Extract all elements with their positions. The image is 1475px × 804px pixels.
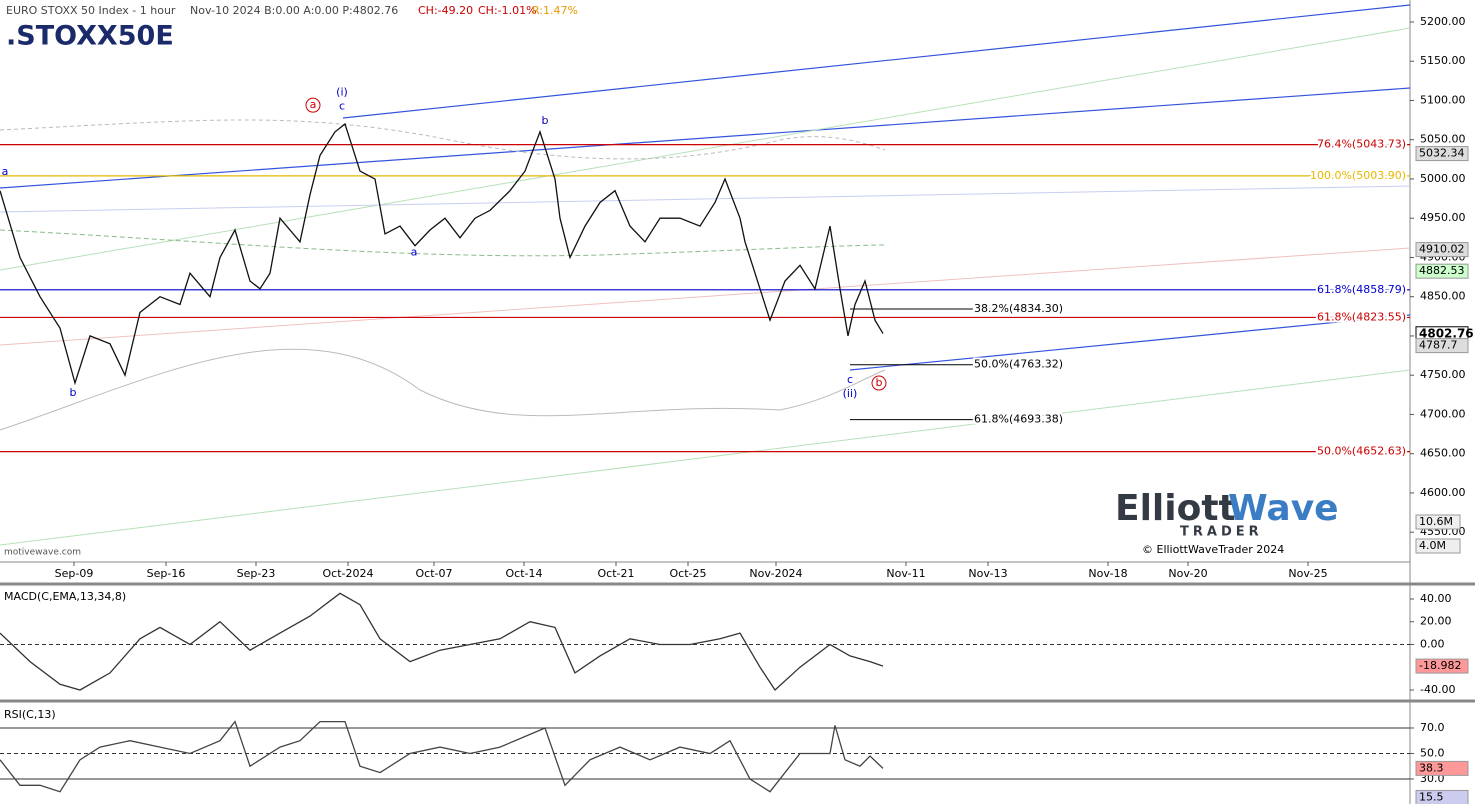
value-box [1415,760,1469,776]
fib-label: 61.8%(4823.55) [1317,310,1406,323]
y-tick-label: 50.0 [1420,746,1445,759]
x-tick-label: Oct-25 [670,567,707,580]
x-tick-label: Nov-11 [886,567,925,580]
value-box [1415,658,1469,674]
value-box-label: 4882.53 [1419,264,1465,277]
y-tick-label: 4850.00 [1420,290,1466,303]
y-tick-label: 4700.00 [1420,407,1466,420]
x-tick-label: Sep-16 [147,567,186,580]
x-tick-label: Nov-2024 [749,567,802,580]
fib-label: 100.0%(5003.90) [1310,169,1406,182]
source: motivewave.com [4,548,81,558]
wave-label: b [542,114,549,127]
wave-label: c [339,100,345,113]
value-box-label: 5032.34 [1419,147,1465,160]
copyright: © ElliottWaveTrader 2024 [1142,543,1284,556]
value-box-label: 4910.02 [1419,243,1465,256]
value-box-label: 4787.7 [1419,339,1458,352]
trend-line [0,185,1411,213]
value-box [1415,789,1469,804]
y-tick-label: 20.00 [1420,615,1452,628]
price-line [0,592,884,691]
wave-label: b [876,376,883,389]
trend-line [0,247,1411,346]
moving-average [0,348,886,431]
instrument-title: EURO STOXX 50 Index - 1 hour [6,4,176,17]
y-tick-label: 5200.00 [1420,15,1466,28]
logo-word: Elliott [1115,488,1236,529]
panel-title: RSI(C,13) [4,708,56,721]
trend-line [0,87,1411,189]
y-tick-label: -40.00 [1420,683,1455,696]
y-tick-label: 4950.00 [1420,211,1466,224]
panel-title: MACD(C,EMA,13,34,8) [4,590,126,603]
moving-average [0,119,886,160]
quote: Nov-10 2024 B:0.00 A:0.00 P:4802.76 [190,4,398,17]
wave-label: a [411,246,418,259]
y-tick-label: 5100.00 [1420,93,1466,106]
change: CH:-49.20 [418,4,473,17]
y-tick-label: 4600.00 [1420,486,1466,499]
x-tick-label: Oct-2024 [323,567,374,580]
fib-projection-label: 50.0%(4763.32) [974,358,1063,371]
x-tick-label: Oct-14 [506,567,543,580]
trend-line [342,4,1411,119]
x-tick-label: Oct-21 [598,567,635,580]
y-tick-label: 70.0 [1420,721,1445,734]
wave-label: a [2,165,9,178]
y-tick-label: 4650.00 [1420,447,1466,460]
wave-label: a [310,98,317,111]
value-box-label: 38.3 [1419,761,1444,774]
fib-label: 61.8%(4858.79) [1317,283,1406,296]
y-tick-label: 5050.00 [1420,133,1466,146]
wave-circle [871,375,887,391]
value-box [1415,242,1469,258]
y-tick-label: 40.00 [1420,592,1452,605]
fib-projection-label: 61.8%(4693.38) [974,413,1063,426]
y-tick-label: 4750.00 [1420,368,1466,381]
price-line [0,122,884,386]
volume-label: 4.0M [1419,539,1446,552]
symbol: .STOXX50E [6,21,174,52]
y-tick-label: 0.00 [1420,637,1445,650]
y-tick-label: 5150.00 [1420,54,1466,67]
wave-label: c [847,373,853,386]
value-box [1415,263,1469,279]
value-box [1415,338,1469,354]
logo-word: Wave [1228,488,1339,529]
price-line [0,720,884,793]
x-tick-label: Sep-09 [55,567,94,580]
fib-label: 50.0%(4652.63) [1317,445,1406,458]
range: R:1.47% [532,4,578,17]
y-tick-label: 5000.00 [1420,172,1466,185]
change-pct: CH:-1.01% [478,4,537,17]
x-tick-label: Nov-25 [1288,567,1327,580]
moving-average [0,229,886,257]
wave-label: b [70,386,77,399]
fib-label: 76.4%(5043.73) [1317,138,1406,151]
wave-circle [305,97,321,113]
value-box [1415,146,1469,162]
wave-label: (i) [336,86,348,99]
wave-label: (ii) [843,387,858,400]
logo-word: TRADER [1180,525,1263,540]
x-tick-label: Nov-20 [1168,567,1207,580]
volume-box [1415,514,1461,530]
value-box-label: 15.5 [1419,790,1444,803]
x-tick-label: Nov-13 [968,567,1007,580]
x-tick-label: Sep-23 [237,567,276,580]
value-box-label: 4802.76 [1419,326,1474,340]
trend-line [849,314,1411,371]
x-tick-label: Oct-07 [416,567,453,580]
volume-label: 10.6M [1419,515,1453,528]
trend-line [0,369,1411,546]
value-box-label: -18.982 [1419,659,1461,672]
x-tick-label: Nov-18 [1088,567,1127,580]
volume-box [1415,538,1461,554]
fib-projection-label: 38.2%(4834.30) [974,302,1063,315]
